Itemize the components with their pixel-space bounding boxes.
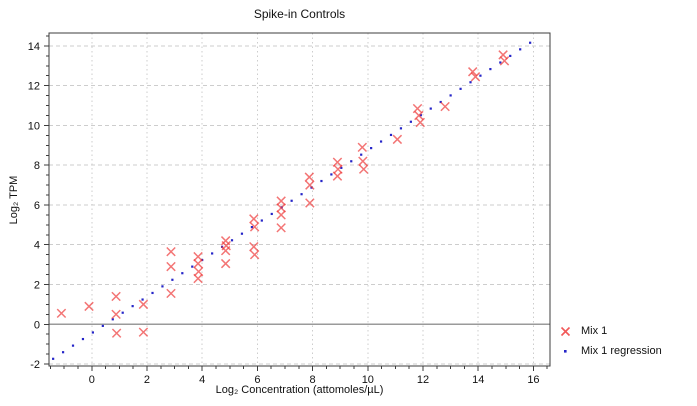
legend-item-mix1: Mix 1 <box>558 321 662 341</box>
svg-text:10: 10 <box>28 120 40 132</box>
svg-text:6: 6 <box>34 200 40 212</box>
svg-text:10: 10 <box>362 374 374 386</box>
blue-dot-marker-icon <box>558 346 572 357</box>
svg-text:14: 14 <box>472 374 484 386</box>
x-axis-label: Log₂ Concentration (attomoles/µL) <box>215 384 384 396</box>
svg-text:8: 8 <box>310 374 316 386</box>
svg-text:2: 2 <box>34 279 40 291</box>
svg-text:0: 0 <box>34 319 40 331</box>
svg-text:4: 4 <box>34 240 40 252</box>
svg-text:14: 14 <box>28 41 40 53</box>
svg-text:6: 6 <box>254 374 260 386</box>
red-x-glyph <box>560 326 570 336</box>
svg-text:16: 16 <box>527 374 539 386</box>
legend-item-mix1-regression: Mix 1 regression <box>558 341 662 361</box>
svg-text:8: 8 <box>34 160 40 172</box>
svg-text:-2: -2 <box>30 359 40 371</box>
svg-text:12: 12 <box>28 81 40 93</box>
svg-text:4: 4 <box>199 374 205 386</box>
red-x-marker-icon <box>558 326 572 337</box>
chart-title: Spike-in Controls <box>253 7 346 21</box>
svg-text:12: 12 <box>417 374 429 386</box>
y-axis-label: Log₂ TPM <box>8 175 20 225</box>
svg-text:0: 0 <box>89 374 95 386</box>
legend-label-mix1: Mix 1 <box>581 325 608 337</box>
blue-dot-glyph <box>563 349 567 353</box>
svg-text:2: 2 <box>144 374 150 386</box>
legend-label-mix1-regression: Mix 1 regression <box>581 345 662 357</box>
legend: Mix 1 Mix 1 regression <box>558 321 662 361</box>
